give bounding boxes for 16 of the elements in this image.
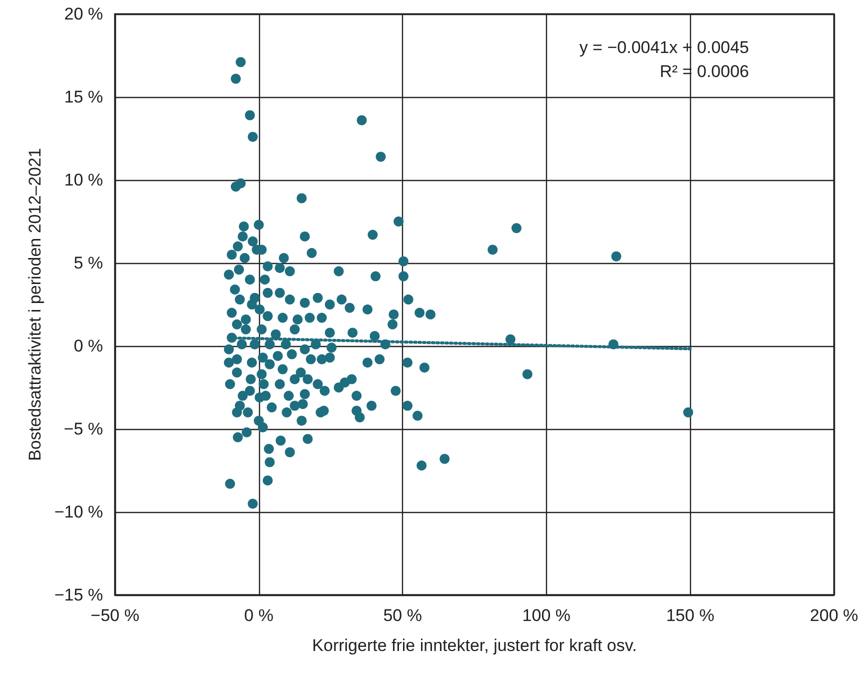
x-tick-label: 50 %: [383, 606, 422, 625]
x-tick-label: 200 %: [810, 606, 858, 625]
x-tick-label: 0 %: [244, 606, 274, 625]
x-tick-label: 150 %: [666, 606, 714, 625]
y-tick-label: 5 %: [74, 254, 103, 272]
y-tick-label: 10 %: [64, 170, 103, 190]
y-tick-label: 20 %: [64, 4, 103, 24]
x-tick-label: 100 %: [522, 606, 570, 625]
x-tick-label: −50 %: [90, 606, 140, 625]
y-tick-label: 15 %: [64, 88, 103, 106]
x-axis-title: Korrigerte frie inntekter, justert for kraft osv.: [312, 636, 637, 655]
y-tick-label: −5 %: [64, 420, 103, 438]
y-tick-label: 0 %: [74, 336, 103, 356]
y-tick-label: −15 %: [54, 586, 103, 604]
y-tick-label: −10 %: [54, 502, 103, 522]
y-axis-title: Bostedsattraktivitet i perioden 2012–2021: [25, 148, 44, 461]
